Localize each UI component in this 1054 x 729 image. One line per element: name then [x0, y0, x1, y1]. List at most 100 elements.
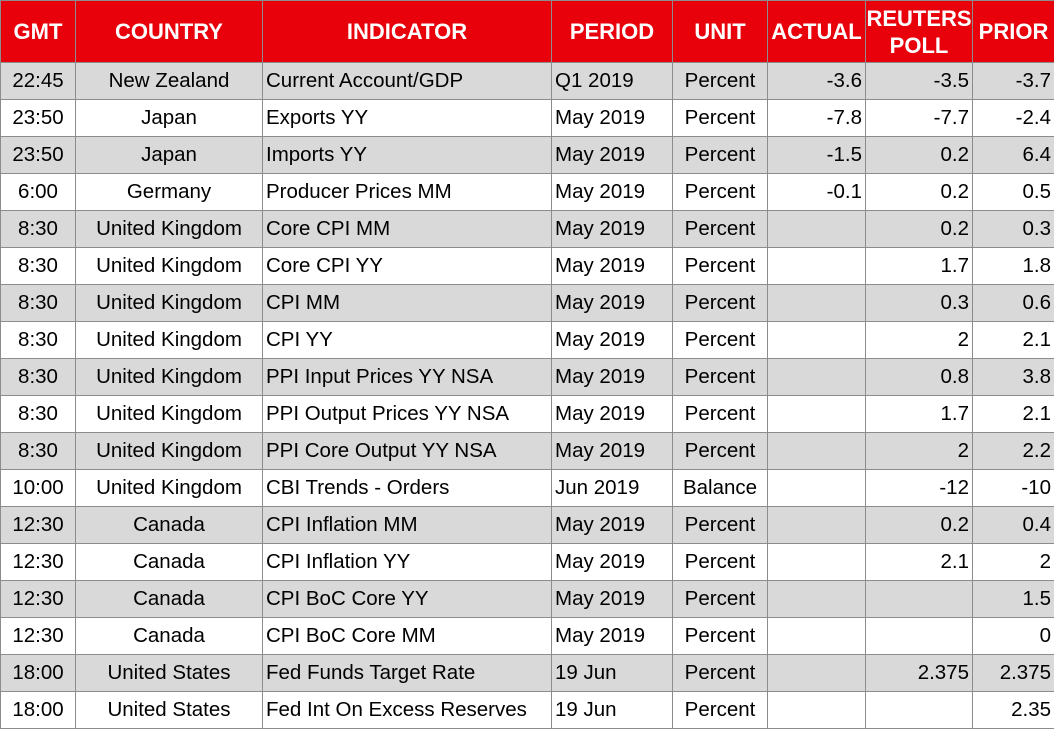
cell-period: May 2019 [552, 618, 673, 655]
cell-indicator: CPI MM [263, 285, 552, 322]
cell-poll [866, 618, 973, 655]
cell-actual [768, 322, 866, 359]
header-reuters-poll-line1: REUTERS [866, 6, 971, 31]
cell-prior: 1.8 [973, 248, 1054, 285]
cell-indicator: Imports YY [263, 137, 552, 174]
cell-unit: Percent [673, 211, 768, 248]
cell-gmt: 12:30 [1, 544, 76, 581]
cell-period: 19 Jun [552, 655, 673, 692]
cell-country: United Kingdom [76, 211, 263, 248]
cell-actual [768, 285, 866, 322]
cell-gmt: 10:00 [1, 470, 76, 507]
cell-poll: 1.7 [866, 396, 973, 433]
cell-country: United Kingdom [76, 248, 263, 285]
cell-prior: 1.5 [973, 581, 1054, 618]
cell-period: May 2019 [552, 285, 673, 322]
cell-country: Canada [76, 544, 263, 581]
cell-prior: 2.375 [973, 655, 1054, 692]
cell-actual [768, 507, 866, 544]
header-period: PERIOD [552, 1, 673, 63]
cell-unit: Percent [673, 655, 768, 692]
cell-unit: Percent [673, 618, 768, 655]
cell-country: New Zealand [76, 63, 263, 100]
cell-poll: 2.1 [866, 544, 973, 581]
cell-gmt: 8:30 [1, 248, 76, 285]
cell-unit: Balance [673, 470, 768, 507]
cell-indicator: PPI Core Output YY NSA [263, 433, 552, 470]
cell-indicator: CPI Inflation YY [263, 544, 552, 581]
cell-country: Canada [76, 581, 263, 618]
cell-poll [866, 581, 973, 618]
cell-country: United States [76, 692, 263, 729]
cell-actual: -3.6 [768, 63, 866, 100]
cell-unit: Percent [673, 396, 768, 433]
cell-indicator: Core CPI YY [263, 248, 552, 285]
cell-poll: 2 [866, 322, 973, 359]
cell-gmt: 8:30 [1, 433, 76, 470]
cell-period: May 2019 [552, 544, 673, 581]
cell-unit: Percent [673, 137, 768, 174]
cell-period: May 2019 [552, 322, 673, 359]
cell-actual [768, 433, 866, 470]
cell-country: Japan [76, 100, 263, 137]
cell-unit: Percent [673, 544, 768, 581]
cell-unit: Percent [673, 63, 768, 100]
header-reuters-poll-line2: POLL [890, 33, 949, 58]
cell-actual [768, 692, 866, 729]
cell-indicator: CPI BoC Core MM [263, 618, 552, 655]
header-country: COUNTRY [76, 1, 263, 63]
cell-actual [768, 618, 866, 655]
cell-period: Q1 2019 [552, 63, 673, 100]
cell-gmt: 8:30 [1, 396, 76, 433]
cell-prior: 2.1 [973, 322, 1054, 359]
cell-gmt: 23:50 [1, 137, 76, 174]
cell-gmt: 8:30 [1, 322, 76, 359]
cell-gmt: 22:45 [1, 63, 76, 100]
cell-poll: 0.3 [866, 285, 973, 322]
cell-prior: 2.2 [973, 433, 1054, 470]
cell-poll: -7.7 [866, 100, 973, 137]
cell-prior: 6.4 [973, 137, 1054, 174]
cell-gmt: 8:30 [1, 359, 76, 396]
cell-country: Canada [76, 507, 263, 544]
cell-indicator: Core CPI MM [263, 211, 552, 248]
header-unit: UNIT [673, 1, 768, 63]
cell-prior: 2.1 [973, 396, 1054, 433]
cell-prior: -10 [973, 470, 1054, 507]
cell-indicator: PPI Output Prices YY NSA [263, 396, 552, 433]
cell-country: Germany [76, 174, 263, 211]
cell-gmt: 18:00 [1, 655, 76, 692]
cell-poll: 2 [866, 433, 973, 470]
cell-period: May 2019 [552, 396, 673, 433]
cell-poll: 1.7 [866, 248, 973, 285]
cell-prior: -3.7 [973, 63, 1054, 100]
cell-poll: 0.2 [866, 174, 973, 211]
cell-period: May 2019 [552, 248, 673, 285]
cell-unit: Percent [673, 285, 768, 322]
cell-poll [866, 692, 973, 729]
cell-unit: Percent [673, 433, 768, 470]
cell-unit: Percent [673, 248, 768, 285]
cell-actual [768, 581, 866, 618]
cell-actual [768, 359, 866, 396]
cell-prior: 0.5 [973, 174, 1054, 211]
cell-gmt: 18:00 [1, 692, 76, 729]
cell-poll: 0.2 [866, 507, 973, 544]
cell-country: United States [76, 655, 263, 692]
cell-prior: 0 [973, 618, 1054, 655]
cell-prior: 2 [973, 544, 1054, 581]
cell-indicator: CPI BoC Core YY [263, 581, 552, 618]
cell-indicator: Fed Int On Excess Reserves [263, 692, 552, 729]
